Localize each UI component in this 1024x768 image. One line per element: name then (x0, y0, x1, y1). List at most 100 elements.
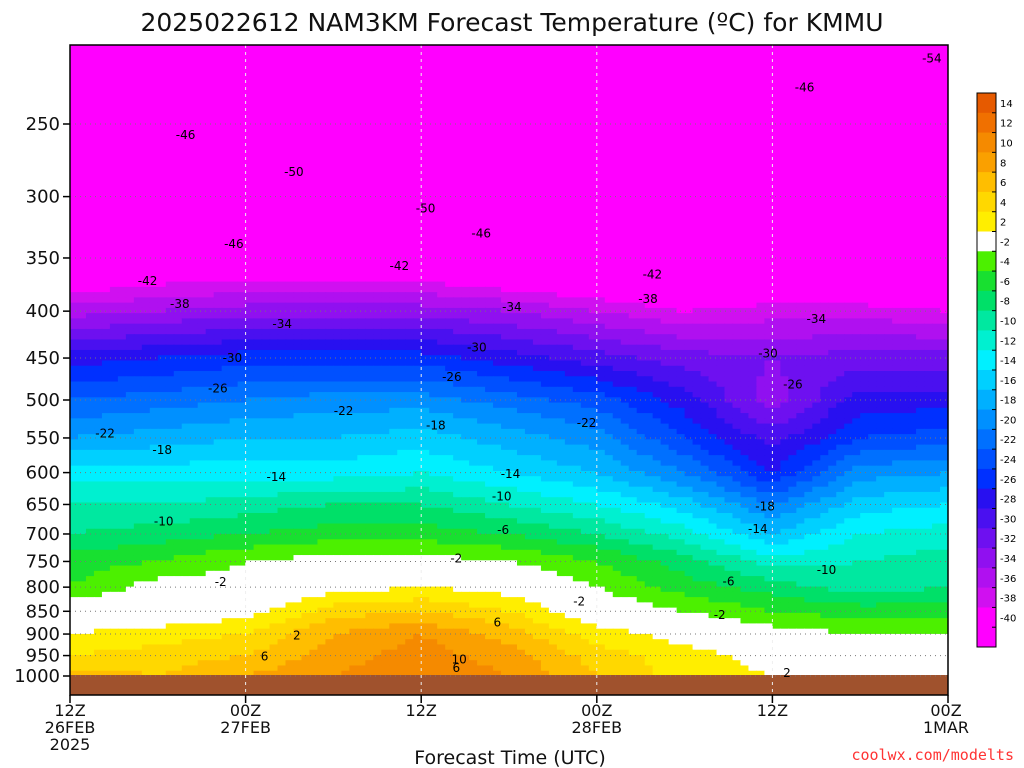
temperature-cell (109, 102, 119, 109)
temperature-cell (868, 113, 877, 120)
temperature-cell (644, 171, 654, 178)
temperature-cell (644, 234, 654, 241)
temperature-cell (437, 255, 446, 262)
temperature-cell (812, 66, 821, 72)
temperature-cell (892, 265, 901, 272)
temperature-cell (293, 250, 303, 256)
temperature-cell (724, 181, 734, 188)
temperature-cell (788, 102, 797, 109)
temperature-cell (421, 55, 430, 62)
temperature-cell (588, 76, 598, 83)
temperature-cell (572, 139, 582, 146)
temperature-cell (349, 186, 358, 193)
temperature-cell (269, 113, 279, 120)
temperature-cell (852, 134, 861, 141)
temperature-cell (876, 276, 885, 283)
temperature-cell (772, 244, 781, 251)
temperature-cell (940, 176, 948, 183)
temperature-cell (157, 176, 167, 183)
temperature-cell (548, 60, 558, 67)
temperature-cell (876, 118, 885, 125)
temperature-cell (836, 113, 845, 120)
temperature-cell (820, 55, 829, 62)
temperature-cell (293, 76, 303, 83)
temperature-cell (724, 50, 734, 57)
temperature-cell (197, 192, 207, 199)
temperature-cell (309, 281, 319, 288)
temperature-cell (644, 113, 654, 120)
temperature-cell (109, 45, 119, 51)
temperature-cell (932, 255, 941, 262)
temperature-cell (157, 155, 167, 162)
temperature-cell (796, 76, 805, 83)
temperature-cell (660, 255, 670, 262)
temperature-cell (684, 123, 694, 130)
temperature-cell (165, 218, 175, 225)
temperature-cell (524, 202, 534, 209)
temperature-cell (548, 87, 558, 93)
temperature-cell (125, 223, 135, 230)
temperature-cell (788, 118, 797, 125)
temperature-cell (133, 81, 143, 88)
temperature-cell (413, 139, 422, 146)
temperature-cell (237, 234, 247, 241)
temperature-cell (325, 76, 334, 83)
temperature-cell (660, 276, 670, 283)
temperature-cell (293, 239, 303, 246)
temperature-cell (349, 202, 358, 209)
temperature-cell (564, 250, 574, 256)
temperature-cell (732, 87, 742, 93)
temperature-cell (620, 144, 630, 151)
temperature-cell (421, 271, 430, 277)
temperature-cell (828, 55, 837, 62)
temperature-cell (860, 66, 869, 72)
temperature-cell (812, 92, 821, 99)
temperature-cell (852, 176, 861, 183)
temperature-cell (277, 144, 287, 151)
temperature-cell (453, 176, 462, 183)
temperature-cell (644, 50, 654, 57)
temperature-cell (477, 265, 486, 272)
temperature-cell (532, 176, 542, 183)
temperature-cell (461, 150, 470, 157)
temperature-cell (660, 213, 670, 220)
temperature-cell (253, 181, 263, 188)
temperature-cell (900, 181, 909, 188)
temperature-cell (213, 45, 223, 51)
temperature-cell (429, 165, 438, 172)
temperature-cell (461, 144, 470, 151)
temperature-cell (940, 255, 948, 262)
temperature-cell (820, 165, 829, 172)
temperature-cell (700, 155, 710, 162)
temperature-cell (93, 276, 103, 283)
temperature-cell (580, 181, 590, 188)
temperature-cell (556, 255, 566, 262)
temperature-cell (197, 207, 207, 214)
temperature-cell (892, 45, 901, 51)
temperature-cell (229, 171, 239, 178)
temperature-cell (820, 265, 829, 272)
temperature-cell (149, 160, 159, 167)
temperature-cell (756, 66, 766, 72)
temperature-cell (612, 118, 622, 125)
temperature-cell (277, 265, 287, 272)
temperature-cell (756, 229, 766, 235)
temperature-cell (860, 186, 869, 193)
temperature-cell (700, 134, 710, 141)
temperature-cell (285, 60, 295, 67)
temperature-cell (796, 113, 805, 120)
temperature-cell (277, 92, 287, 99)
temperature-cell (788, 60, 797, 67)
temperature-cell (429, 229, 438, 235)
temperature-cell (461, 234, 470, 241)
temperature-cell (261, 229, 271, 235)
temperature-cell (756, 192, 766, 199)
temperature-cell (916, 271, 925, 277)
temperature-cell (173, 207, 183, 214)
temperature-cell (77, 165, 87, 172)
temperature-cell (700, 144, 710, 151)
temperature-cell (157, 265, 167, 272)
temperature-cell (485, 223, 494, 230)
temperature-cell (421, 60, 430, 67)
temperature-cell (197, 76, 207, 83)
